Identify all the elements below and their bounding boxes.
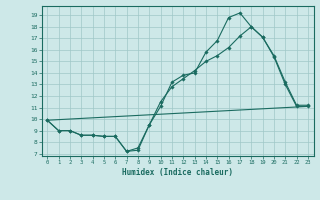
X-axis label: Humidex (Indice chaleur): Humidex (Indice chaleur) — [122, 168, 233, 177]
